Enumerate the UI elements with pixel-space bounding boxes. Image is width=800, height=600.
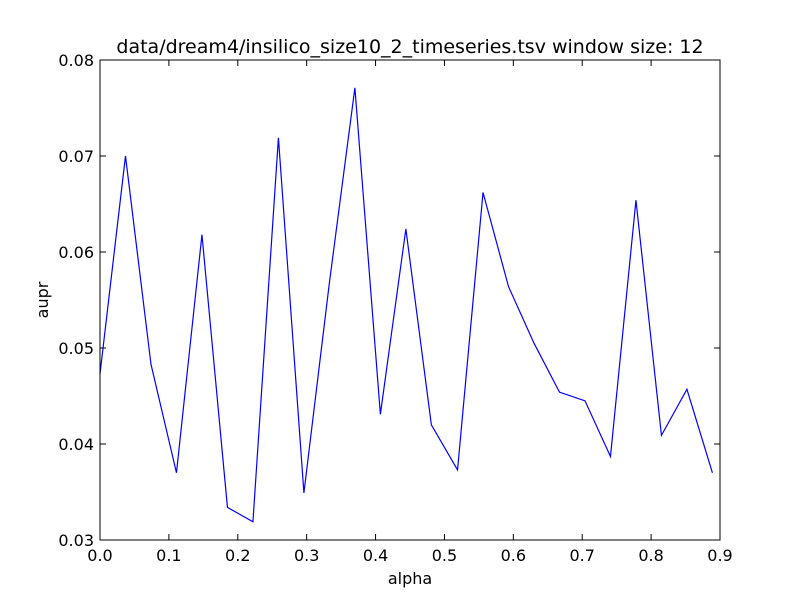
- x-tick-label: 0.9: [707, 546, 732, 565]
- y-axis-ticks: 0.03 0.04 0.05 0.06 0.07 0.08: [58, 51, 720, 550]
- x-tick-label: 0.4: [363, 546, 388, 565]
- plot-frame: [99, 59, 721, 541]
- x-tick-label: 0.6: [501, 546, 526, 565]
- x-axis-ticks: 0.0 0.1 0.2 0.3 0.4 0.5 0.6 0.7 0.8 0.9: [87, 60, 733, 565]
- x-tick-label: 0.7: [569, 546, 594, 565]
- y-tick-label: 0.07: [58, 147, 94, 166]
- y-tick-label: 0.06: [58, 243, 94, 262]
- y-tick-label: 0.04: [58, 435, 94, 454]
- x-tick-label: 0.5: [432, 546, 457, 565]
- x-tick-label: 0.0: [87, 546, 112, 565]
- plot-area: [99, 87, 713, 523]
- x-tick-label: 0.8: [638, 546, 663, 565]
- x-tick-label: 0.1: [156, 546, 181, 565]
- y-tick-label: 0.03: [58, 531, 94, 550]
- x-tick-label: 0.2: [225, 546, 250, 565]
- y-tick-label: 0.05: [58, 339, 94, 358]
- series-line-0: [99, 87, 713, 523]
- chart-title: data/dream4/insilico_size10_2_timeseries…: [116, 36, 703, 58]
- x-axis-label: alpha: [388, 569, 432, 588]
- y-tick-label: 0.08: [58, 51, 94, 70]
- x-tick-label: 0.3: [294, 546, 319, 565]
- y-axis-label: aupr: [33, 281, 52, 318]
